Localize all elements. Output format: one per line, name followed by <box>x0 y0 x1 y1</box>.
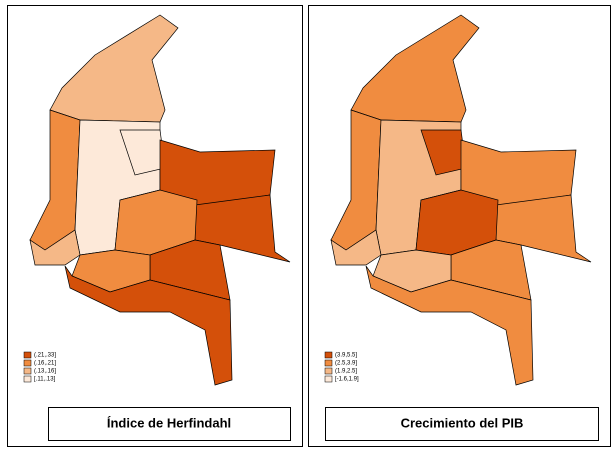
legend-swatch <box>324 367 333 375</box>
legend-label: (1.9,2.5] <box>335 369 357 375</box>
title-box <box>325 407 599 441</box>
legend-swatch <box>23 359 32 367</box>
legend-swatch <box>23 351 32 359</box>
map-region <box>49 14 179 123</box>
legend-label: (.13,.16] <box>34 369 56 375</box>
legend-label: (.21,.33] <box>34 353 56 359</box>
legend-label: (.16,.21] <box>34 361 56 367</box>
map-region <box>350 14 480 123</box>
legend-swatch <box>324 359 333 367</box>
title-box <box>48 407 291 441</box>
panel-title: Índice de Herfindahl <box>107 415 231 430</box>
maps: (.21,.33] (.16,.21] (.13,.16] [.11,.13] (3.9… <box>23 14 592 386</box>
legend-label: [.11,.13] <box>34 377 56 383</box>
map-region <box>64 265 233 386</box>
map-region <box>365 265 534 386</box>
legend-label: (3.9,5.5] <box>335 353 357 359</box>
legend-swatch <box>324 351 333 359</box>
legend-swatch <box>324 375 333 383</box>
legend-swatch <box>23 367 32 375</box>
panel-title: Crecimiento del PIB <box>401 415 524 430</box>
legend-label: (2.5,3.9] <box>335 361 357 367</box>
legend-label: [-1.6,1.9] <box>335 377 359 383</box>
legend-swatch <box>23 375 32 383</box>
